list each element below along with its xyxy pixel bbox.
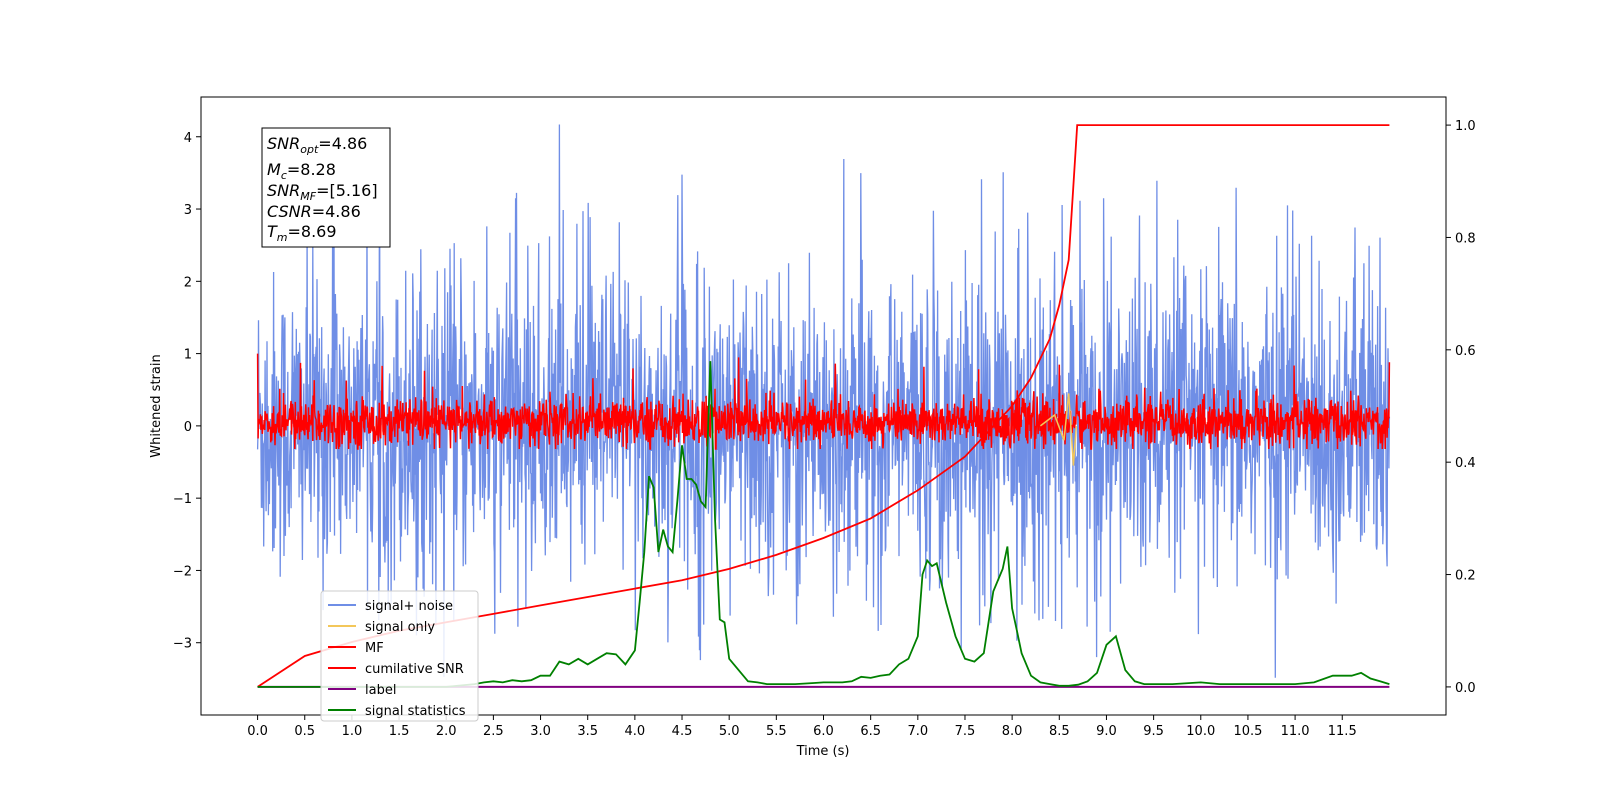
x-axis-title: Time (s) xyxy=(796,744,850,759)
x-tick-label: 0.5 xyxy=(294,724,315,739)
signal-statistics-series xyxy=(257,361,1390,688)
x-tick-label: 7.0 xyxy=(907,724,928,739)
legend-label: cumilative SNR xyxy=(365,662,464,677)
x-tick-label: 8.0 xyxy=(1002,724,1023,739)
legend: signal+ noise signal only MF cumilative … xyxy=(320,590,479,722)
x-tick-label: 11.0 xyxy=(1281,724,1310,739)
legend-label: signal only xyxy=(365,620,435,635)
x-tick-label: 6.0 xyxy=(813,724,834,739)
legend-entry-label: label xyxy=(328,683,396,698)
x-tick-label: 8.5 xyxy=(1049,724,1070,739)
legend-label: label xyxy=(365,683,396,698)
x-tick-label: 1.5 xyxy=(389,724,410,739)
x-tick-label: 5.0 xyxy=(719,724,740,739)
y-tick-label: 3 xyxy=(184,203,192,218)
legend-label: signal+ noise xyxy=(365,599,453,614)
stats-line-mc: Mc=8.28 xyxy=(267,160,336,182)
x-tick-label: 11.5 xyxy=(1328,724,1357,739)
y-tick-label: −1 xyxy=(173,492,192,507)
x-tick-label: 10.0 xyxy=(1186,724,1215,739)
signal-only-series xyxy=(1039,393,1078,466)
y-tick-label: −3 xyxy=(173,637,192,652)
y-tick-label: 2 xyxy=(184,275,192,290)
stats-line-snr-opt: SNRopt=4.86 xyxy=(267,134,367,156)
y-tick-label: −2 xyxy=(173,564,192,579)
x-tick-label: 1.0 xyxy=(342,724,363,739)
legend-entry-signal-only: signal only xyxy=(328,620,435,635)
x-tick-label: 3.0 xyxy=(530,724,551,739)
x-tick-label: 0.0 xyxy=(247,724,268,739)
x-tick-label: 4.5 xyxy=(672,724,693,739)
stats-line-tm: Tm=8.69 xyxy=(267,222,337,244)
y-tick-label: 4 xyxy=(184,131,192,146)
y2-tick-label: 0.6 xyxy=(1455,344,1476,359)
x-tick-label: 2.0 xyxy=(436,724,457,739)
x-tick-label: 5.5 xyxy=(766,724,787,739)
legend-box xyxy=(320,590,479,722)
x-axis-ticks: 0.0 0.5 1.0 1.5 2.0 2.5 3.0 3.5 4.0 4.5 5.0 5.5 6.0 6… xyxy=(247,715,1357,739)
signal-noise-line xyxy=(256,124,1391,678)
signal-noise-series xyxy=(256,124,1391,678)
y-axis-ticks: −3 −2 −1 0 1 2 3 4 xyxy=(173,131,201,652)
stats-line-csnr: CSNR=4.86 xyxy=(267,202,361,221)
x-tick-label: 4.0 xyxy=(625,724,646,739)
y2-tick-label: 0.0 xyxy=(1455,681,1476,696)
x-tick-label: 9.5 xyxy=(1143,724,1164,739)
stats-line-snr-mf: SNRMF=[5.16] xyxy=(267,181,378,203)
y2-tick-label: 0.2 xyxy=(1455,569,1476,584)
mf-series xyxy=(256,353,1391,450)
x-tick-label: 7.5 xyxy=(955,724,976,739)
y2-tick-label: 1.0 xyxy=(1455,119,1476,134)
legend-label: signal statistics xyxy=(365,704,466,719)
legend-label: MF xyxy=(365,641,384,656)
y2-tick-label: 0.4 xyxy=(1455,456,1476,471)
y2-axis-ticks: 0.0 0.2 0.4 0.6 0.8 1.0 xyxy=(1446,119,1476,696)
y-axis-title: Whitened strain xyxy=(149,354,164,457)
x-tick-label: 2.5 xyxy=(483,724,504,739)
y2-tick-label: 0.8 xyxy=(1455,231,1476,246)
x-tick-label: 3.5 xyxy=(577,724,598,739)
legend-entry-cumulative-snr: cumilative SNR xyxy=(328,662,464,677)
stats-box-border xyxy=(261,127,391,248)
legend-entry-signal-statistics: signal statistics xyxy=(328,704,466,719)
x-tick-label: 10.5 xyxy=(1233,724,1262,739)
mf-line xyxy=(256,353,1391,450)
x-tick-label: 6.5 xyxy=(860,724,881,739)
stats-box: SNRopt=4.86 Mc=8.28 SNRMF=[5.16] CSNR=4.… xyxy=(261,127,391,248)
y-tick-label: 1 xyxy=(184,348,192,363)
y-tick-label: 0 xyxy=(184,420,192,435)
legend-entry-mf: MF xyxy=(328,641,384,656)
x-tick-label: 9.0 xyxy=(1096,724,1117,739)
legend-entry-signal-noise: signal+ noise xyxy=(328,599,453,614)
